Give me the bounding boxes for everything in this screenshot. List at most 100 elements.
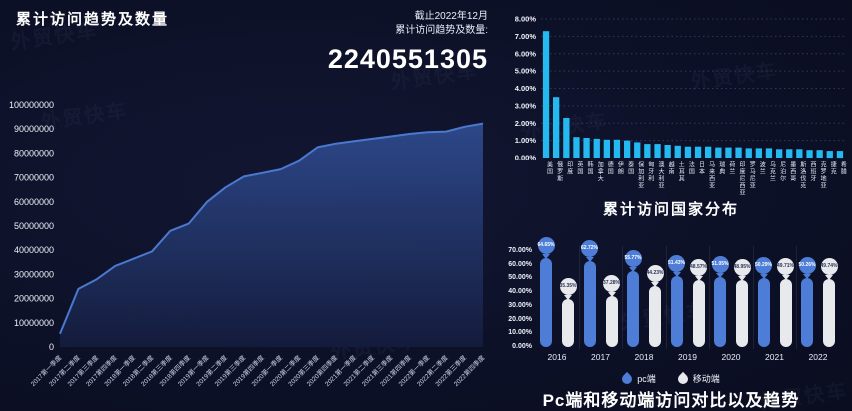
pcm-bar-pc xyxy=(714,276,726,347)
pcm-y-tick: 50.00% xyxy=(508,274,532,282)
pcm-year-label: 2018 xyxy=(634,352,654,362)
country-bar xyxy=(705,146,712,158)
country-x-tick: 法国 xyxy=(687,161,694,175)
country-bar xyxy=(836,151,844,159)
pcm-year-label: 2016 xyxy=(547,352,567,362)
pcm-y-tick: 10.00% xyxy=(508,329,532,337)
country-bar xyxy=(776,149,783,158)
pcm-value-balloon: 49.74% xyxy=(820,257,838,280)
country-x-tick: 西班牙 xyxy=(809,161,815,182)
balloon-tail xyxy=(585,256,594,262)
country-bar xyxy=(573,137,580,158)
trend-y-tick: 90000000 xyxy=(14,124,54,134)
country-x-tick: 匈牙利 xyxy=(646,161,653,182)
pcm-bar-pc xyxy=(801,278,813,347)
pcm-value-balloon: 51.05% xyxy=(711,255,729,278)
asof-line2: 累计访问趋势及数量: xyxy=(395,25,488,36)
balloon-tail xyxy=(738,275,746,281)
legend-drop-icon xyxy=(620,371,635,386)
pcm-value-balloon: 48.57% xyxy=(690,259,707,282)
country-x-tick: 越南 xyxy=(667,161,674,175)
pcm-value-balloon: 50.29% xyxy=(755,257,772,280)
asof-line1: 截止2022年12月 xyxy=(414,11,488,22)
pcm-y-tick: 70.00% xyxy=(508,247,532,254)
pcm-bar-mobile xyxy=(562,298,574,347)
pcm-value-balloon: 64.65% xyxy=(537,237,555,260)
pcm-y-tick: 30.00% xyxy=(508,301,532,309)
country-chart-svg: 0.00% 1.00% 2.00% 3.00% 4.00% 5.00% 6.00% 7.00%… xyxy=(515,15,845,163)
legend-item: pc端 xyxy=(620,371,656,386)
balloon-tail xyxy=(651,282,659,288)
balloon-tail xyxy=(825,274,833,280)
pcm-group-separator xyxy=(796,246,798,349)
country-labels: 美国 俄罗斯 印度 英国 韩国 加拿大 德国 伊朗 泰国 保加利亚 匈牙利 澳大利亚 越南 土耳其 法国 日本… xyxy=(490,161,852,207)
country-x-tick: 荷兰 xyxy=(727,161,734,175)
pcm-value-balloon: 49.71% xyxy=(777,257,794,280)
country-x-tick: 保加利亚 xyxy=(636,161,643,189)
total-visits-number: 2240551305 xyxy=(327,44,488,74)
pcm-year-label: 2021 xyxy=(765,352,784,362)
country-bar xyxy=(725,147,732,158)
country-bar xyxy=(624,140,631,158)
balloon-tail xyxy=(694,276,703,282)
pcm-year-label: 2022 xyxy=(808,352,828,362)
pcm-y-tick: 0.00% xyxy=(512,343,532,350)
country-x-tick: 美国 xyxy=(545,161,552,175)
pcm-value-balloon: 62.72% xyxy=(581,239,598,262)
country-x-tick: 墨西哥 xyxy=(788,161,795,182)
country-y-tick: 4.00% xyxy=(515,84,537,93)
country-x-tick: 印度尼西亚 xyxy=(738,161,744,196)
trend-chart: 0 10000000 20000000 30000000 40000000 5000000… xyxy=(0,85,500,411)
country-y-tick: 5.00% xyxy=(515,67,537,76)
country-bar xyxy=(674,145,681,158)
country-bar xyxy=(745,148,752,158)
country-bar xyxy=(542,31,550,159)
pcm-bar-pc xyxy=(627,270,639,347)
country-x-tick: 韩国 xyxy=(586,161,592,175)
pcm-value-balloon: 50.26% xyxy=(798,257,816,280)
country-x-tick: 加拿大 xyxy=(596,161,603,182)
pcm-group-separator xyxy=(578,246,580,349)
country-bar xyxy=(654,144,661,158)
trend-y-tick: 10000000 xyxy=(14,318,54,328)
pcm-bar-mobile xyxy=(605,295,618,347)
trend-y-tick: 70000000 xyxy=(14,173,54,183)
country-x-tick: 俄罗斯 xyxy=(555,161,562,182)
country-x-tick: 土耳其 xyxy=(677,161,684,182)
trend-line xyxy=(59,122,484,335)
country-y-tick: 0.00% xyxy=(515,154,537,161)
balloon-tail xyxy=(607,291,616,297)
trend-y-tick: 80000000 xyxy=(14,148,54,158)
country-x-tick: 日本 xyxy=(697,161,704,175)
pcm-group-separator xyxy=(665,246,667,349)
country-x-tick: 尼泊尔 xyxy=(778,161,785,182)
balloon-tail xyxy=(542,254,550,260)
balloon-tail xyxy=(564,294,572,300)
country-x-tick: 波兰 xyxy=(758,161,765,175)
asof-block: 截止2022年12月 累计访问趋势及数量: xyxy=(395,10,488,38)
pcm-value-balloon: 44.23% xyxy=(646,265,664,288)
trend-y-tick: 20000000 xyxy=(14,294,54,304)
country-bar xyxy=(796,149,803,158)
pcm-bar-mobile xyxy=(823,278,835,347)
country-bar xyxy=(694,146,702,158)
pcm-bar-pc xyxy=(583,260,596,347)
trend-area xyxy=(60,123,483,347)
country-y-tick: 2.00% xyxy=(515,119,537,128)
pcm-y-tick: 40.00% xyxy=(508,288,532,296)
country-x-tick: 澳大利亚 xyxy=(657,161,663,189)
country-bar xyxy=(634,142,641,158)
balloon-tail xyxy=(759,274,768,280)
balloon-tail xyxy=(672,272,681,278)
country-bar xyxy=(786,149,793,158)
country-bar xyxy=(816,150,823,158)
pcm-plot: 0.00% 10.00% 20.00% 30.00% 40.00% 50.00% 60.00… xyxy=(490,230,852,365)
country-bar xyxy=(593,138,600,158)
country-chart: 0.00% 1.00% 2.00% 3.00% 4.00% 5.00% 6.00% 7.00%… xyxy=(490,0,852,230)
country-bar xyxy=(583,138,590,158)
legend-drop-icon xyxy=(675,371,690,386)
trend-y-tick: 40000000 xyxy=(14,245,54,255)
trend-chart-svg: 0 10000000 20000000 30000000 40000000 5000000… xyxy=(9,100,487,388)
country-x-tick: 伊朗 xyxy=(616,161,623,175)
pcm-group-separator xyxy=(709,246,711,349)
